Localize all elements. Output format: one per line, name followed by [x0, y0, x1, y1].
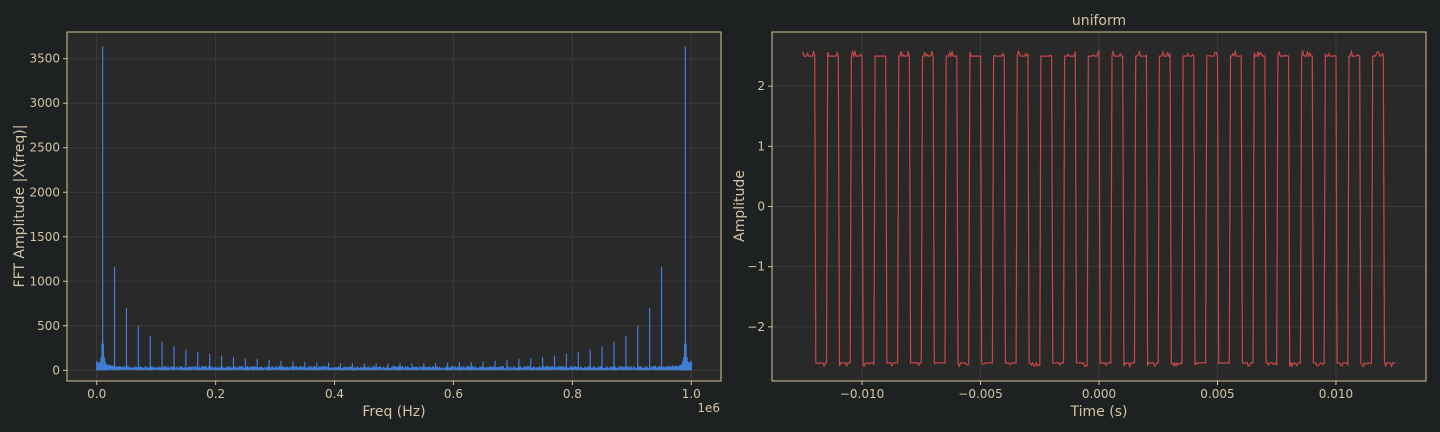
uniform-square-wave — [802, 49, 1396, 369]
fft-chart: 0.0 0.2 0.4 0.6 0.8 1.0 0 500 1000 1500 2000 2500 30… — [12, 31, 722, 420]
fft-series-line — [96, 46, 692, 372]
fft-ticks: 0.0 0.2 0.4 0.6 0.8 1.0 0 500 1000 1500 2000 2500 30… — [29, 52, 700, 401]
y-tick-label: 1 — [757, 139, 765, 153]
uniform-series-line — [802, 49, 1396, 369]
y-tick-label: 3500 — [29, 52, 60, 66]
x-tick-label: 0.005 — [1200, 387, 1234, 401]
x-tick-label: 0.6 — [444, 387, 463, 401]
y-tick-label: 2000 — [29, 185, 60, 199]
fft-y-axis-label: FFT Amplitude |X(freq)| — [12, 125, 28, 288]
x-tick-label: −0.010 — [840, 387, 884, 401]
x-tick-label: 0.010 — [1319, 387, 1353, 401]
y-tick-label: 1500 — [29, 230, 60, 244]
x-tick-label: 0.8 — [563, 387, 582, 401]
uniform-ticks: −0.010 −0.005 0.000 0.005 0.010 −2 −1 0 1 2 — [747, 79, 1353, 401]
x-tick-label: 0.000 — [1082, 387, 1116, 401]
x-tick-label: 0.0 — [87, 387, 106, 401]
x-tick-label: 1.0 — [682, 387, 701, 401]
uniform-y-axis-label: Amplitude — [732, 170, 748, 242]
fft-noise-floor — [96, 360, 692, 372]
y-tick-label: 1000 — [29, 274, 60, 288]
fft-x-offset-label: 1e6 — [697, 401, 720, 415]
y-tick-label: −1 — [747, 260, 765, 274]
x-tick-label: −0.005 — [958, 387, 1002, 401]
fft-grid — [67, 32, 721, 381]
uniform-x-axis-label: Time (s) — [1070, 404, 1128, 420]
y-tick-label: 3000 — [29, 96, 60, 110]
y-tick-label: 2500 — [29, 141, 60, 155]
x-tick-label: 0.2 — [206, 387, 225, 401]
y-tick-label: 500 — [37, 319, 60, 333]
y-tick-label: 2 — [757, 79, 765, 93]
y-tick-label: 0 — [757, 200, 765, 214]
uniform-title: uniform — [1072, 13, 1126, 29]
y-tick-label: 0 — [52, 363, 60, 377]
y-tick-label: −2 — [747, 320, 765, 334]
fft-axes-face — [67, 32, 721, 381]
fft-axes-frame — [66, 31, 722, 382]
fft-x-axis-label: Freq (Hz) — [362, 404, 425, 420]
x-tick-label: 0.4 — [325, 387, 344, 401]
uniform-chart: −0.010 −0.005 0.000 0.005 0.010 −2 −1 0 1 2 unifo… — [732, 13, 1427, 420]
